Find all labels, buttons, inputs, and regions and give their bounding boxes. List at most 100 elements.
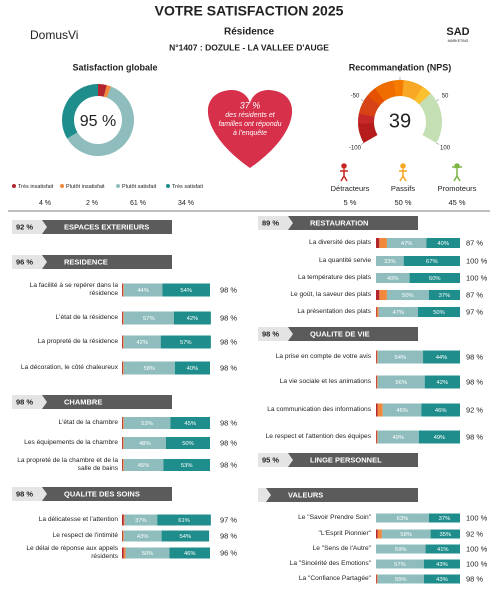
bar-segment bbox=[123, 361, 175, 375]
gauge-slice bbox=[393, 80, 404, 97]
item-label: "L'Esprit Pionnier" bbox=[318, 529, 372, 537]
legend-label: Très satisfait bbox=[172, 184, 203, 190]
bar-segment bbox=[122, 514, 124, 526]
gauge-tick bbox=[436, 99, 440, 102]
label-box: La vie sociale et les animations bbox=[280, 378, 371, 385]
bar-segment bbox=[386, 238, 427, 248]
gauge-tick bbox=[436, 142, 440, 145]
satisfaction-score: 95 % bbox=[80, 113, 116, 130]
bar-segment bbox=[378, 307, 418, 317]
bar-segment bbox=[122, 311, 123, 325]
label-box: La température des plats bbox=[298, 274, 371, 281]
gauge-slice bbox=[358, 122, 376, 134]
bar-segment bbox=[376, 513, 429, 523]
label-box: Le goût, la saveur des plats bbox=[290, 291, 371, 298]
segment-label: 50% bbox=[402, 293, 414, 299]
bar-segment bbox=[377, 375, 425, 389]
item-total: 98 % bbox=[466, 432, 483, 441]
segment-label: 40% bbox=[437, 241, 449, 247]
bar-segment bbox=[376, 430, 378, 444]
item-total: 98 % bbox=[466, 574, 483, 583]
label-box: La communication des informations bbox=[267, 406, 371, 413]
bar-segment bbox=[381, 529, 431, 539]
brand: SAD bbox=[446, 26, 469, 38]
item-total: 98 % bbox=[466, 377, 483, 386]
bar-segment bbox=[418, 307, 460, 317]
segment-label: 44% bbox=[137, 288, 149, 294]
bar-segment bbox=[123, 514, 125, 526]
section-tab bbox=[42, 395, 172, 409]
label-box: Le respect et l'attention des équipes bbox=[266, 433, 371, 440]
gauge-tick-label: 0 bbox=[398, 68, 402, 74]
item-label: La quantité servie bbox=[318, 256, 371, 264]
label-box: Les équipements de la chambre bbox=[24, 439, 118, 446]
label-box: La "Confiance Partagée" bbox=[298, 574, 371, 582]
gauge-tick bbox=[360, 99, 364, 102]
bar-segment bbox=[376, 350, 377, 364]
segment-label: 55% bbox=[395, 577, 407, 583]
segment-label: 43% bbox=[436, 577, 448, 583]
label-box: La propreté de la résidence bbox=[37, 337, 118, 345]
segment-label: 43% bbox=[137, 534, 149, 540]
bar-segment bbox=[423, 574, 460, 584]
bar-segment bbox=[428, 290, 460, 300]
segment-label: 42% bbox=[187, 316, 199, 322]
bar-segment bbox=[170, 417, 210, 429]
legend-value: 61 % bbox=[130, 200, 146, 207]
gauge-slice bbox=[408, 82, 423, 101]
nps-share: 50 % bbox=[394, 198, 411, 207]
segment-label: 53% bbox=[141, 421, 153, 427]
segment-label: 37% bbox=[439, 516, 451, 522]
nps-score: 39 bbox=[389, 110, 411, 132]
bar-segment bbox=[160, 335, 211, 349]
bar-segment bbox=[166, 437, 210, 449]
nps-group: Promoteurs bbox=[438, 184, 477, 193]
bar-segment bbox=[377, 350, 424, 364]
bar-segment bbox=[122, 437, 124, 449]
segment-label: 57% bbox=[394, 562, 406, 568]
bar-segment bbox=[123, 283, 163, 297]
bar-segment bbox=[376, 290, 380, 300]
item-label: La propreté de la résidence bbox=[37, 337, 118, 345]
bar-segment bbox=[376, 307, 379, 317]
segment-label: 37% bbox=[439, 293, 451, 299]
section-title: CHAMBRE bbox=[64, 397, 102, 406]
gauge-slice bbox=[374, 83, 391, 102]
legend-label: Plutôt satisfait bbox=[122, 184, 157, 190]
bar-segment bbox=[423, 559, 460, 569]
bar-segment bbox=[382, 403, 422, 417]
gauge-slice bbox=[414, 86, 431, 105]
label-box: Le "Sens de l'Autre" bbox=[313, 545, 371, 552]
promoter-icon bbox=[452, 163, 462, 182]
segment-label: 63% bbox=[397, 516, 409, 522]
item-total: 100 % bbox=[466, 559, 488, 568]
page-title: VOTRE SATISFACTION 2025 bbox=[155, 3, 344, 19]
bar-segment bbox=[376, 430, 377, 444]
bar-segment bbox=[123, 437, 166, 449]
bar-segment bbox=[425, 544, 460, 554]
section-score: 98 % bbox=[262, 329, 279, 338]
item-label: La "Confiance Partagée" bbox=[298, 574, 371, 582]
donut-segment bbox=[61, 84, 98, 139]
bar-segment bbox=[123, 311, 174, 325]
legend-value: 2 % bbox=[86, 200, 98, 207]
segment-label: 49% bbox=[434, 435, 446, 441]
bar-segment bbox=[122, 530, 123, 542]
bar-segment bbox=[122, 417, 124, 429]
bar-segment bbox=[123, 547, 126, 559]
nps-share: 45 % bbox=[448, 198, 465, 207]
bar-segment bbox=[376, 350, 378, 364]
nps-group: Détracteurs bbox=[331, 184, 370, 193]
nps-share: 5 % bbox=[344, 198, 357, 207]
segment-label: 37% bbox=[135, 518, 147, 524]
bar-segment bbox=[376, 574, 378, 584]
section-tab bbox=[288, 216, 418, 230]
section-score: 96 % bbox=[16, 257, 33, 266]
section-tab bbox=[42, 255, 172, 269]
donut-segment bbox=[98, 84, 107, 97]
label-box: La décoration, le côté chaleureux bbox=[21, 364, 118, 371]
bar-segment bbox=[376, 375, 378, 389]
section-title: VALEURS bbox=[288, 490, 323, 499]
item-total: 98 % bbox=[220, 313, 237, 322]
bar-segment bbox=[379, 238, 387, 248]
